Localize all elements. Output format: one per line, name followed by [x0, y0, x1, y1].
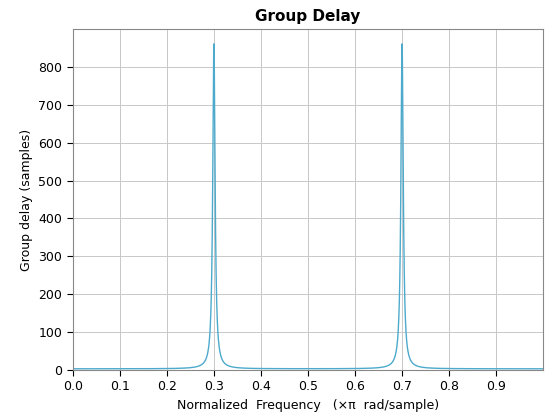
X-axis label: Normalized  Frequency   (×π  rad/sample): Normalized Frequency (×π rad/sample) [177, 399, 439, 412]
Title: Group Delay: Group Delay [255, 9, 361, 24]
Y-axis label: Group delay (samples): Group delay (samples) [20, 129, 33, 270]
